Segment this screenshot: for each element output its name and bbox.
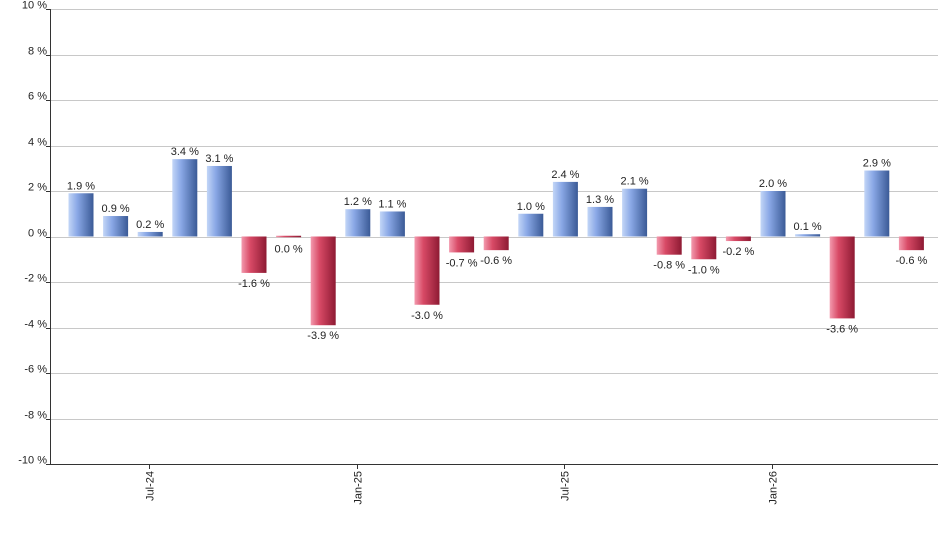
bar	[587, 206, 613, 237]
data-label: 1.2 %	[344, 196, 372, 208]
data-label: 2.0 %	[759, 178, 787, 190]
bar	[206, 165, 232, 237]
data-label: 2.1 %	[621, 176, 649, 188]
data-label: 2.9 %	[863, 158, 891, 170]
bars	[68, 159, 924, 326]
y-tick-label: 10 %	[22, 0, 47, 12]
bar	[379, 211, 405, 237]
bar	[310, 236, 336, 326]
bar	[276, 235, 302, 238]
bar	[172, 159, 198, 237]
bar	[68, 193, 94, 237]
bar	[345, 209, 371, 237]
bar	[241, 236, 267, 273]
data-label: 0.0 %	[275, 244, 303, 256]
data-label: 3.1 %	[205, 153, 233, 165]
data-label: 3.4 %	[171, 146, 199, 158]
y-tick-label: 4 %	[28, 137, 47, 149]
data-label: -1.6 %	[238, 278, 270, 290]
data-label: 1.9 %	[67, 180, 95, 192]
bar	[864, 170, 890, 237]
x-tick-label: Jan-25	[353, 471, 365, 505]
bar	[414, 236, 440, 305]
bar	[622, 188, 648, 237]
data-label: -0.8 %	[653, 260, 685, 272]
data-label: -3.0 %	[411, 310, 443, 322]
data-labels: 1.9 % 0.9 % 0.2 % 3.4 % 3.1 % -1.6 % 0.0 % -3.9…	[67, 146, 928, 342]
y-tick-label: -6 %	[24, 364, 47, 376]
data-label: -0.2 %	[723, 246, 755, 258]
bar	[518, 213, 544, 237]
axes	[50, 9, 938, 469]
y-tick-label: 2 %	[28, 182, 47, 194]
bar	[725, 236, 751, 242]
bar	[795, 234, 821, 237]
bar	[449, 236, 475, 253]
y-tick-label: -8 %	[24, 410, 47, 422]
bar	[137, 231, 163, 237]
data-label: -3.6 %	[826, 323, 858, 335]
data-label: 0.2 %	[136, 219, 164, 231]
y-tick-label: 6 %	[28, 91, 47, 103]
data-label: 2.4 %	[551, 169, 579, 181]
data-label: 1.0 %	[517, 201, 545, 213]
y-tick-label: 0 %	[28, 228, 47, 240]
data-label: 0.1 %	[794, 221, 822, 233]
bar	[552, 181, 578, 237]
data-label: -3.9 %	[307, 330, 339, 342]
data-label: 1.1 %	[378, 198, 406, 210]
bar	[483, 236, 509, 251]
y-axis-tick-labels: 10 % 8 % 6 % 4 % 2 % 0 % -2 % -4 % -6 % -8 % -10 %	[18, 0, 47, 467]
y-tick-label: -4 %	[24, 319, 47, 331]
bar	[691, 236, 717, 260]
data-label: -0.6 %	[896, 255, 928, 267]
data-label: 0.9 %	[102, 203, 130, 215]
y-tick-label: -2 %	[24, 273, 47, 285]
bar	[656, 236, 682, 255]
data-label: 1.3 %	[586, 194, 614, 206]
x-tick-label: Jan-26	[768, 471, 780, 505]
bar	[103, 216, 129, 237]
data-label: -1.0 %	[688, 264, 720, 276]
data-label: -0.7 %	[446, 257, 478, 269]
bar	[898, 236, 924, 251]
x-axis-tick-labels: Jul-24 Jan-25 Jul-25 Jan-26	[145, 471, 780, 505]
y-tick-label: 8 %	[28, 46, 47, 58]
y-tick-label: -10 %	[18, 455, 47, 467]
bar	[829, 236, 855, 319]
data-label: -0.6 %	[480, 255, 512, 267]
bar	[760, 191, 786, 237]
x-tick-label: Jul-24	[145, 471, 157, 501]
x-tick-label: Jul-25	[560, 471, 572, 501]
